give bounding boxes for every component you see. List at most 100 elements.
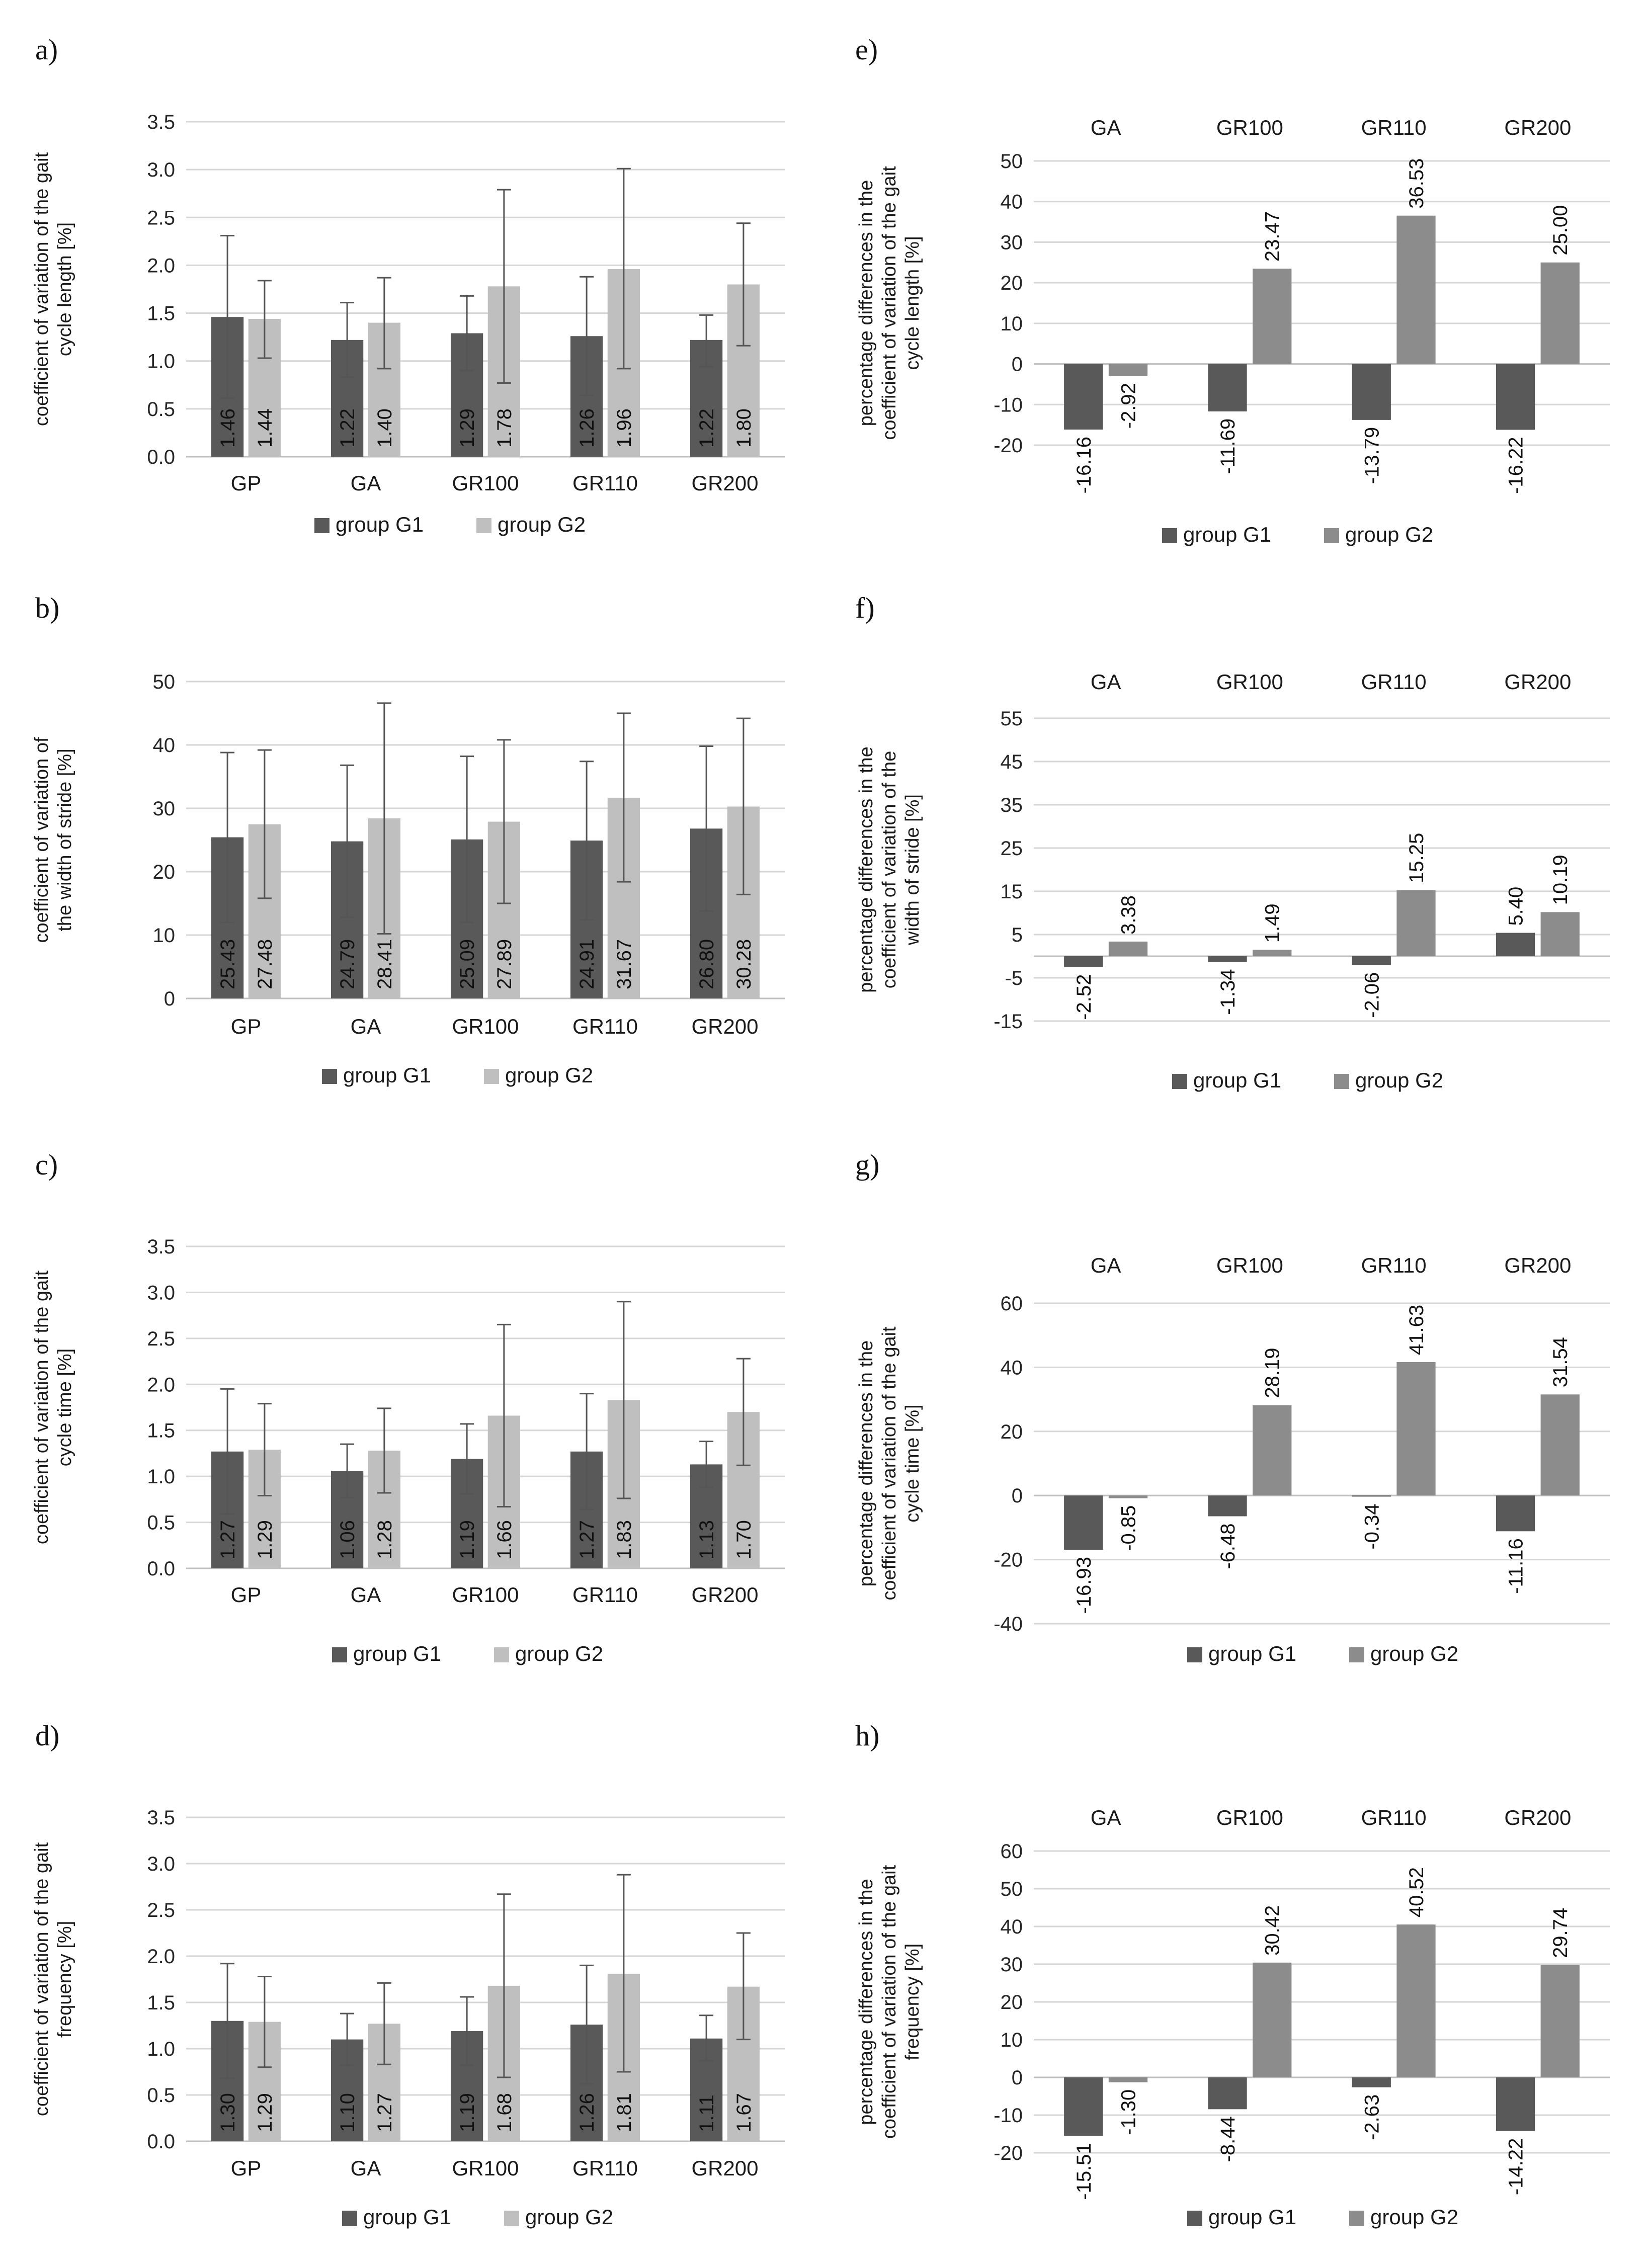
chart-panel-b: b) 0 10 20 30 40 50 coefficient of variation of… [31,592,785,1087]
y-axis-label: percentage differences in the coefficient… [856,166,923,440]
data-label: 29.74 [1549,1908,1572,1958]
data-label: 1.66 [493,1520,516,1559]
category-label: GR100 [1216,1253,1283,1277]
y-axis-label: coefficient of variation of the gait cycl… [31,1270,75,1544]
y-tick-label: -20 [994,435,1023,457]
y-tick-label: 10 [1001,2029,1023,2051]
y-axis-label-line: coefficient of variation of the gait [31,1842,52,2116]
category-label: GR110 [1361,670,1427,694]
data-label: -1.30 [1117,2089,1139,2135]
data-label: 1.68 [493,2093,516,2132]
data-label: -13.79 [1361,427,1383,484]
legend-swatch [342,2211,357,2226]
chart-panel-h: h) -20 -10 0 10 20 30 40 50 60 percentage differen… [855,1719,1610,2229]
category-label: GR100 [452,2156,519,2180]
legend-label: group G1 [1183,523,1271,546]
y-tick-label: -10 [994,2105,1023,2127]
bar-group-g2 [1108,941,1148,956]
bar-group-g2 [1540,1965,1580,2077]
panel-label: e) [855,33,878,66]
bar-group-g1 [1352,1495,1391,1497]
category-label: GA [351,471,381,495]
category-label: GA [1091,1253,1121,1277]
y-tick-label: 1.5 [147,303,175,325]
y-tick-label: 45 [1001,751,1023,773]
bar-group-g1 [1496,2077,1535,2131]
legend-label: group G2 [505,1063,593,1087]
y-tick-label: 25 [1001,837,1023,860]
legend-swatch [1349,2211,1364,2226]
y-tick-label: 2.5 [147,1328,175,1350]
data-label: 1.40 [374,408,396,448]
data-label: 1.29 [254,2093,276,2132]
data-label: 3.38 [1117,895,1139,935]
y-tick-label: -20 [994,1549,1023,1571]
y-tick-label: 2.0 [147,1374,175,1396]
legend-label: group G2 [515,1642,603,1665]
bar-group-g1 [1208,956,1247,962]
y-tick-label: 2.0 [147,255,175,277]
y-tick-label: 0.0 [147,446,175,468]
legend-label: group G1 [353,1642,441,1665]
y-axis-label-line: coefficient of variation of the [879,751,900,988]
y-tick-label: 1.0 [147,351,175,373]
data-label: 1.27 [576,1520,598,1559]
data-label: 1.49 [1262,903,1284,943]
bar-group-g1 [1064,2077,1103,2136]
chart-panel-g: g) -40 -20 0 20 40 60 percentage differences in… [855,1148,1610,1665]
y-tick-label: 3.0 [147,159,175,181]
data-label: 30.42 [1262,1905,1284,1956]
legend-swatch [476,518,491,533]
y-tick-label: 0.5 [147,398,175,421]
panel-label: a) [35,33,58,66]
y-axis-label-line: coefficient of variation of the gait [879,1326,900,1601]
bar-group-g1 [1352,956,1391,965]
data-label: 1.81 [613,2093,635,2132]
chart-panel-c: c) 0.0 0.5 1.0 1.5 2.0 2.5 3.0 3.5 coefficient of… [31,1148,785,1665]
category-label: GA [351,1015,381,1038]
data-label: -2.06 [1361,972,1383,1018]
y-tick-label: 2.0 [147,1946,175,1968]
category-label: GR110 [572,471,638,495]
data-label: 1.46 [217,408,239,448]
y-tick-label: 0 [1012,2067,1023,2089]
bar-group-g2 [1540,1394,1580,1496]
data-label: 1.28 [374,1520,396,1559]
chart-panel-a: a) 0.0 0.5 1.0 1.5 2.0 2.5 3.0 3.5 coefficient of… [31,33,785,536]
y-axis-label: percentage differences in the coefficient… [856,1865,923,2139]
category-label: GR110 [572,1583,638,1607]
panel-label: f) [855,592,875,624]
data-label: 1.83 [613,1520,635,1559]
y-tick-label: 0.5 [147,2084,175,2107]
data-label: 26.80 [696,939,718,989]
y-axis-label-line: percentage differences in the [856,1879,877,2125]
y-tick-label: 20 [1001,1991,1023,2013]
y-tick-label: 30 [1001,231,1023,254]
category-label: GR110 [572,1015,638,1038]
legend-label: group G2 [1345,523,1433,546]
y-axis-label: coefficient of variation of the gait freq… [31,1842,75,2116]
y-tick-label: 3.5 [147,1807,175,1829]
data-label: 1.27 [374,2093,396,2132]
legend-label: group G1 [1208,1642,1296,1665]
y-tick-label: 55 [1001,708,1023,730]
data-label: 1.19 [456,1520,478,1559]
y-tick-label: 60 [1001,1840,1023,1863]
category-label: GP [231,2156,262,2180]
data-label: 1.22 [696,408,718,448]
legend-label: group G1 [1193,1068,1281,1092]
y-tick-label: 1.5 [147,1420,175,1442]
y-tick-label: 10 [1001,313,1023,335]
category-label: GP [231,471,262,495]
category-label: GR200 [1504,1253,1571,1277]
y-axis-label-line: frequency [%] [902,1944,923,2060]
data-label: -0.85 [1117,1505,1139,1551]
y-tick-label: 40 [1001,191,1023,213]
category-label: GR100 [452,1015,519,1038]
bar-group-g2 [1396,890,1436,956]
y-tick-label: 0.0 [147,1558,175,1580]
data-label: 25.09 [456,939,478,989]
y-tick-label: 40 [153,734,176,757]
y-tick-label: 0 [1012,1485,1023,1507]
bar-group-g1 [1064,364,1103,430]
